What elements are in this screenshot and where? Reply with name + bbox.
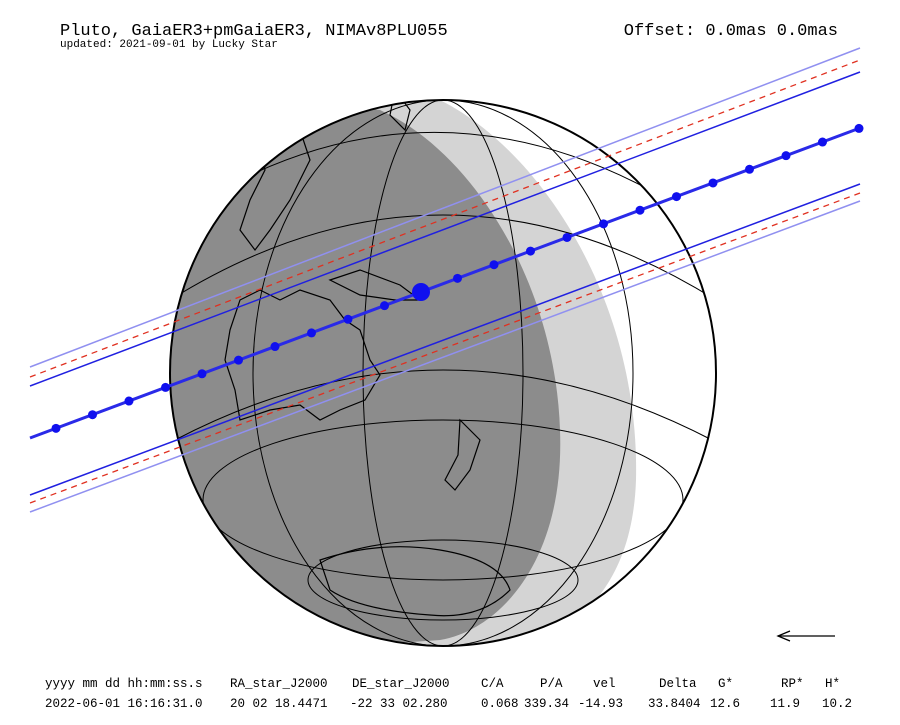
table-cell: 33.8404 [648, 697, 701, 711]
table-header: C/A [481, 677, 504, 691]
table-header: H* [825, 677, 840, 691]
table-header: RP* [781, 677, 804, 691]
limit-uncertainty [29, 200, 861, 513]
earth [170, 100, 716, 646]
time-marker [343, 314, 353, 324]
time-marker [562, 232, 572, 242]
direction-arrow [776, 630, 835, 642]
table-cell: 339.34 [524, 697, 569, 711]
time-marker [234, 355, 243, 365]
time-marker [489, 260, 499, 270]
limit-error [29, 192, 861, 504]
time-marker [672, 192, 681, 202]
table-header: RA_star_J2000 [230, 677, 328, 691]
table-header: Delta [659, 677, 697, 691]
graticule [170, 100, 716, 646]
table-header: G* [718, 677, 733, 691]
time-marker [599, 219, 608, 229]
time-marker [526, 246, 535, 256]
table-header: DE_star_J2000 [352, 677, 450, 691]
shadow-limit [29, 183, 861, 496]
time-marker [854, 123, 864, 133]
time-marker [745, 164, 754, 174]
time-marker [818, 137, 827, 147]
time-marker [88, 410, 97, 420]
table-cell: 12.6 [710, 697, 740, 711]
title: Pluto, GaiaER3+pmGaiaER3, NIMAv8PLU055 [60, 22, 448, 41]
time-marker [197, 369, 207, 379]
shadow-limit [29, 71, 861, 387]
table-header: vel [593, 677, 616, 691]
time-marker [51, 423, 61, 433]
event-table: yyyy mm dd hh:mm:ss.s RA_star_J2000 DE_sta… [45, 677, 852, 711]
limit-error [29, 59, 861, 378]
limit-uncertainty [29, 47, 861, 368]
time-marker [635, 205, 645, 215]
time-marker [270, 342, 280, 352]
offset: Offset: 0.0mas 0.0mas [624, 22, 838, 41]
time-marker [708, 178, 718, 188]
time-marker [161, 382, 170, 392]
table-cell: -22 33 02.280 [350, 697, 448, 711]
subtitle: updated: 2021-09-01 by Lucky Star [60, 39, 278, 51]
closest-approach [412, 283, 430, 301]
table-cell: -14.93 [578, 697, 623, 711]
table-cell: 0.068 [481, 697, 519, 711]
table-cell: 2022-06-01 16:16:31.0 [45, 697, 203, 711]
time-markers [51, 123, 864, 433]
table-header: yyyy mm dd hh:mm:ss.s [45, 677, 203, 691]
time-marker [124, 396, 134, 406]
time-marker [453, 273, 462, 283]
table-header: P/A [540, 677, 563, 691]
time-marker [380, 301, 389, 311]
table-cell: 11.9 [770, 697, 800, 711]
globe-limb [169, 99, 717, 647]
time-marker [781, 151, 791, 161]
table-cell: 10.2 [822, 697, 852, 711]
time-marker [307, 328, 316, 338]
table-cell: 20 02 18.4471 [230, 697, 328, 711]
